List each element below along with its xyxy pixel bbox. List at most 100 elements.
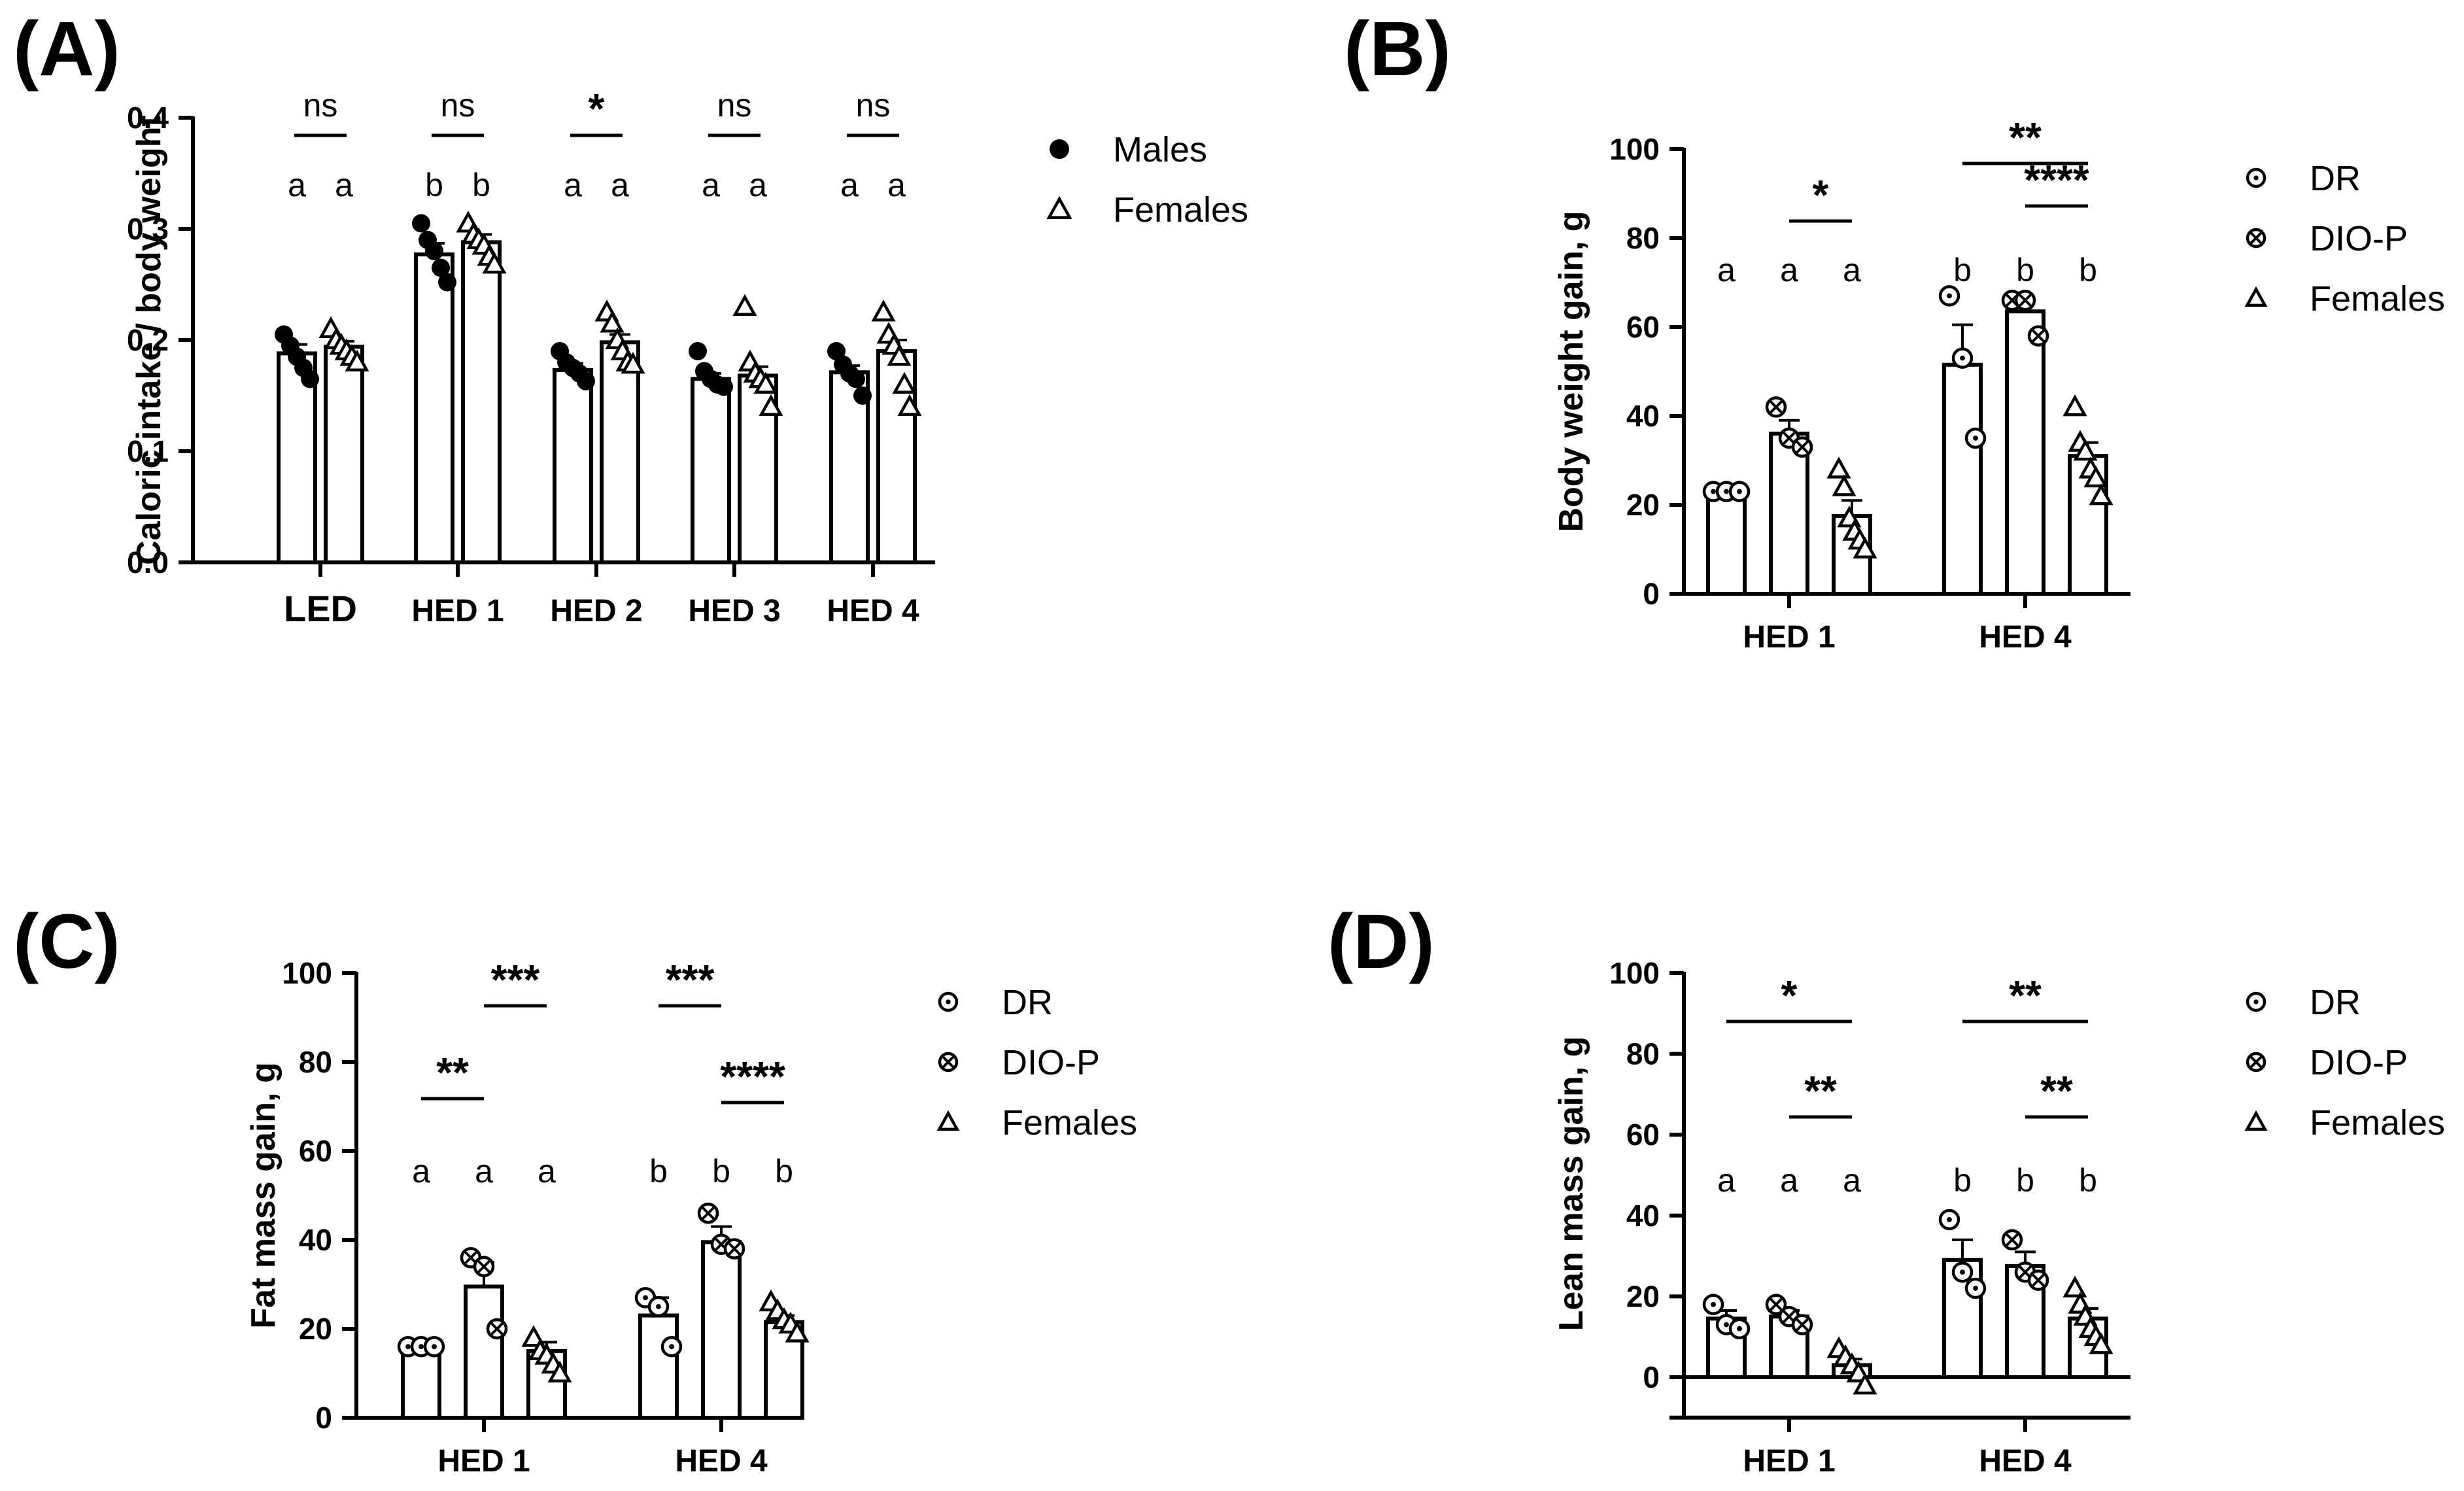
- data-point: [621, 352, 645, 374]
- bar-dr: [1942, 362, 1983, 596]
- significance-label: ns: [303, 87, 338, 124]
- data-point: [715, 377, 733, 396]
- data-point: [600, 311, 625, 333]
- data-point-cross-b: [2031, 329, 2045, 343]
- significance-label: ns: [856, 87, 891, 124]
- group-letter: b: [2079, 252, 2097, 288]
- legend-marker-shape: [936, 1110, 960, 1131]
- data-point-shape: [2083, 465, 2108, 488]
- y-tick-label: 80: [299, 1045, 332, 1079]
- data-point: [1826, 456, 1851, 479]
- y-tick-label: 0.1: [127, 434, 169, 468]
- x-tick-label: HED 2: [550, 594, 642, 628]
- data-point: [1791, 436, 1813, 458]
- data-point: [697, 1202, 719, 1224]
- significance-label: ns: [441, 87, 475, 124]
- legend-label: Females: [2310, 279, 2445, 318]
- x-tick-label: HED 4: [1979, 620, 2072, 655]
- data-point-shape: [892, 371, 917, 394]
- data-point-shape: [897, 394, 922, 417]
- data-point-center: [1711, 488, 1716, 494]
- group-letter: b: [2016, 252, 2034, 288]
- y-tick-label: 0.2: [127, 323, 169, 357]
- group-letter: b: [775, 1153, 793, 1190]
- legend-marker: [2246, 1052, 2267, 1072]
- group-letter: a: [1843, 1162, 1861, 1199]
- significance-label: **: [1804, 1067, 1837, 1114]
- data-point-shape: [482, 252, 507, 274]
- legend-marker-shape: [2244, 1110, 2268, 1131]
- group-letter: a: [412, 1153, 430, 1190]
- data-point-cross-b: [490, 1322, 504, 1336]
- data-point-cross-b: [2018, 1265, 2032, 1279]
- data-point-shape: [871, 300, 896, 322]
- data-point: [647, 1295, 670, 1318]
- group-letter: a: [887, 167, 906, 203]
- group-letter: b: [2016, 1162, 2034, 1199]
- legend-marker-cross-b: [2250, 231, 2263, 245]
- y-tick-label: 40: [1626, 1199, 1660, 1233]
- data-point-shape: [853, 386, 872, 405]
- data-point: [423, 1335, 445, 1358]
- data-point-center: [419, 1344, 424, 1350]
- data-point: [897, 394, 922, 417]
- y-tick-label: 60: [299, 1134, 332, 1168]
- y-tick-label: 80: [1626, 221, 1660, 255]
- group-letter: b: [2079, 1162, 2097, 1199]
- data-point-shape: [1832, 474, 1857, 496]
- data-point: [1951, 1261, 1974, 1283]
- data-point: [2027, 1269, 2049, 1291]
- data-point-shape: [2089, 1332, 2113, 1354]
- data-point-center: [1724, 1322, 1729, 1328]
- legend-marker: [2244, 1110, 2268, 1131]
- significance-label: **: [2009, 114, 2042, 161]
- data-point-center: [669, 1344, 674, 1350]
- data-point: [732, 294, 757, 317]
- data-point: [486, 1318, 508, 1340]
- data-point: [482, 252, 507, 274]
- y-tick-label: 100: [1609, 956, 1660, 990]
- y-tick-label: 0: [1643, 577, 1660, 611]
- data-point: [2089, 483, 2113, 506]
- panel-b: (B) 0 20 40 60 80 100 Body weight gain, g HED 1 a…: [1344, 6, 2445, 655]
- data-point-shape: [1826, 456, 1851, 479]
- panel-c: (C) 0 20 40 60 80 100 Fat mass gain, g HED 1 a a a H…: [13, 899, 1137, 1479]
- legend-marker-cross-b: [2250, 1055, 2263, 1069]
- data-point: [521, 1325, 546, 1347]
- y-tick-label: 80: [1626, 1037, 1660, 1071]
- y-tick-label: 60: [1626, 310, 1660, 344]
- data-point-shape: [345, 349, 369, 372]
- significance-label: ****: [2024, 156, 2089, 203]
- legend-label: DIO-P: [1002, 1043, 1100, 1082]
- legend-marker: [2246, 991, 2267, 1012]
- bar-dio-p: [2005, 309, 2045, 596]
- data-point-cross-b: [701, 1207, 715, 1220]
- group-letter: b: [1953, 1162, 1972, 1199]
- data-point: [1791, 1314, 1813, 1335]
- data-point-cross-b: [1782, 1310, 1796, 1324]
- y-tick-label: 0.4: [127, 101, 169, 135]
- data-point-shape: [2062, 394, 2087, 417]
- y-tick-label: 60: [1626, 1118, 1660, 1152]
- group-letter: a: [335, 167, 353, 203]
- bar-dr: [638, 1313, 679, 1420]
- data-point-center: [1737, 1326, 1742, 1331]
- legend-label: Females: [1113, 190, 1248, 230]
- legend-marker-shape: [2244, 286, 2268, 307]
- bar-females: [324, 345, 364, 564]
- data-point: [2062, 1275, 2087, 1298]
- data-point: [1765, 396, 1787, 418]
- panel-label: (B): [1344, 6, 1451, 92]
- legend-label: Females: [2310, 1103, 2445, 1142]
- legend-label: DR: [2310, 983, 2361, 1022]
- y-tick-label: 40: [299, 1223, 332, 1257]
- legend-label: DIO-P: [2310, 219, 2408, 258]
- data-point-cross-b: [1782, 431, 1796, 445]
- group-letter: a: [702, 167, 720, 203]
- data-point-center: [1960, 355, 1965, 361]
- data-point-cross-b: [1795, 1318, 1809, 1331]
- data-point: [723, 1238, 745, 1260]
- bar-dr: [1706, 489, 1747, 596]
- x-tick-label: HED 4: [675, 1444, 768, 1479]
